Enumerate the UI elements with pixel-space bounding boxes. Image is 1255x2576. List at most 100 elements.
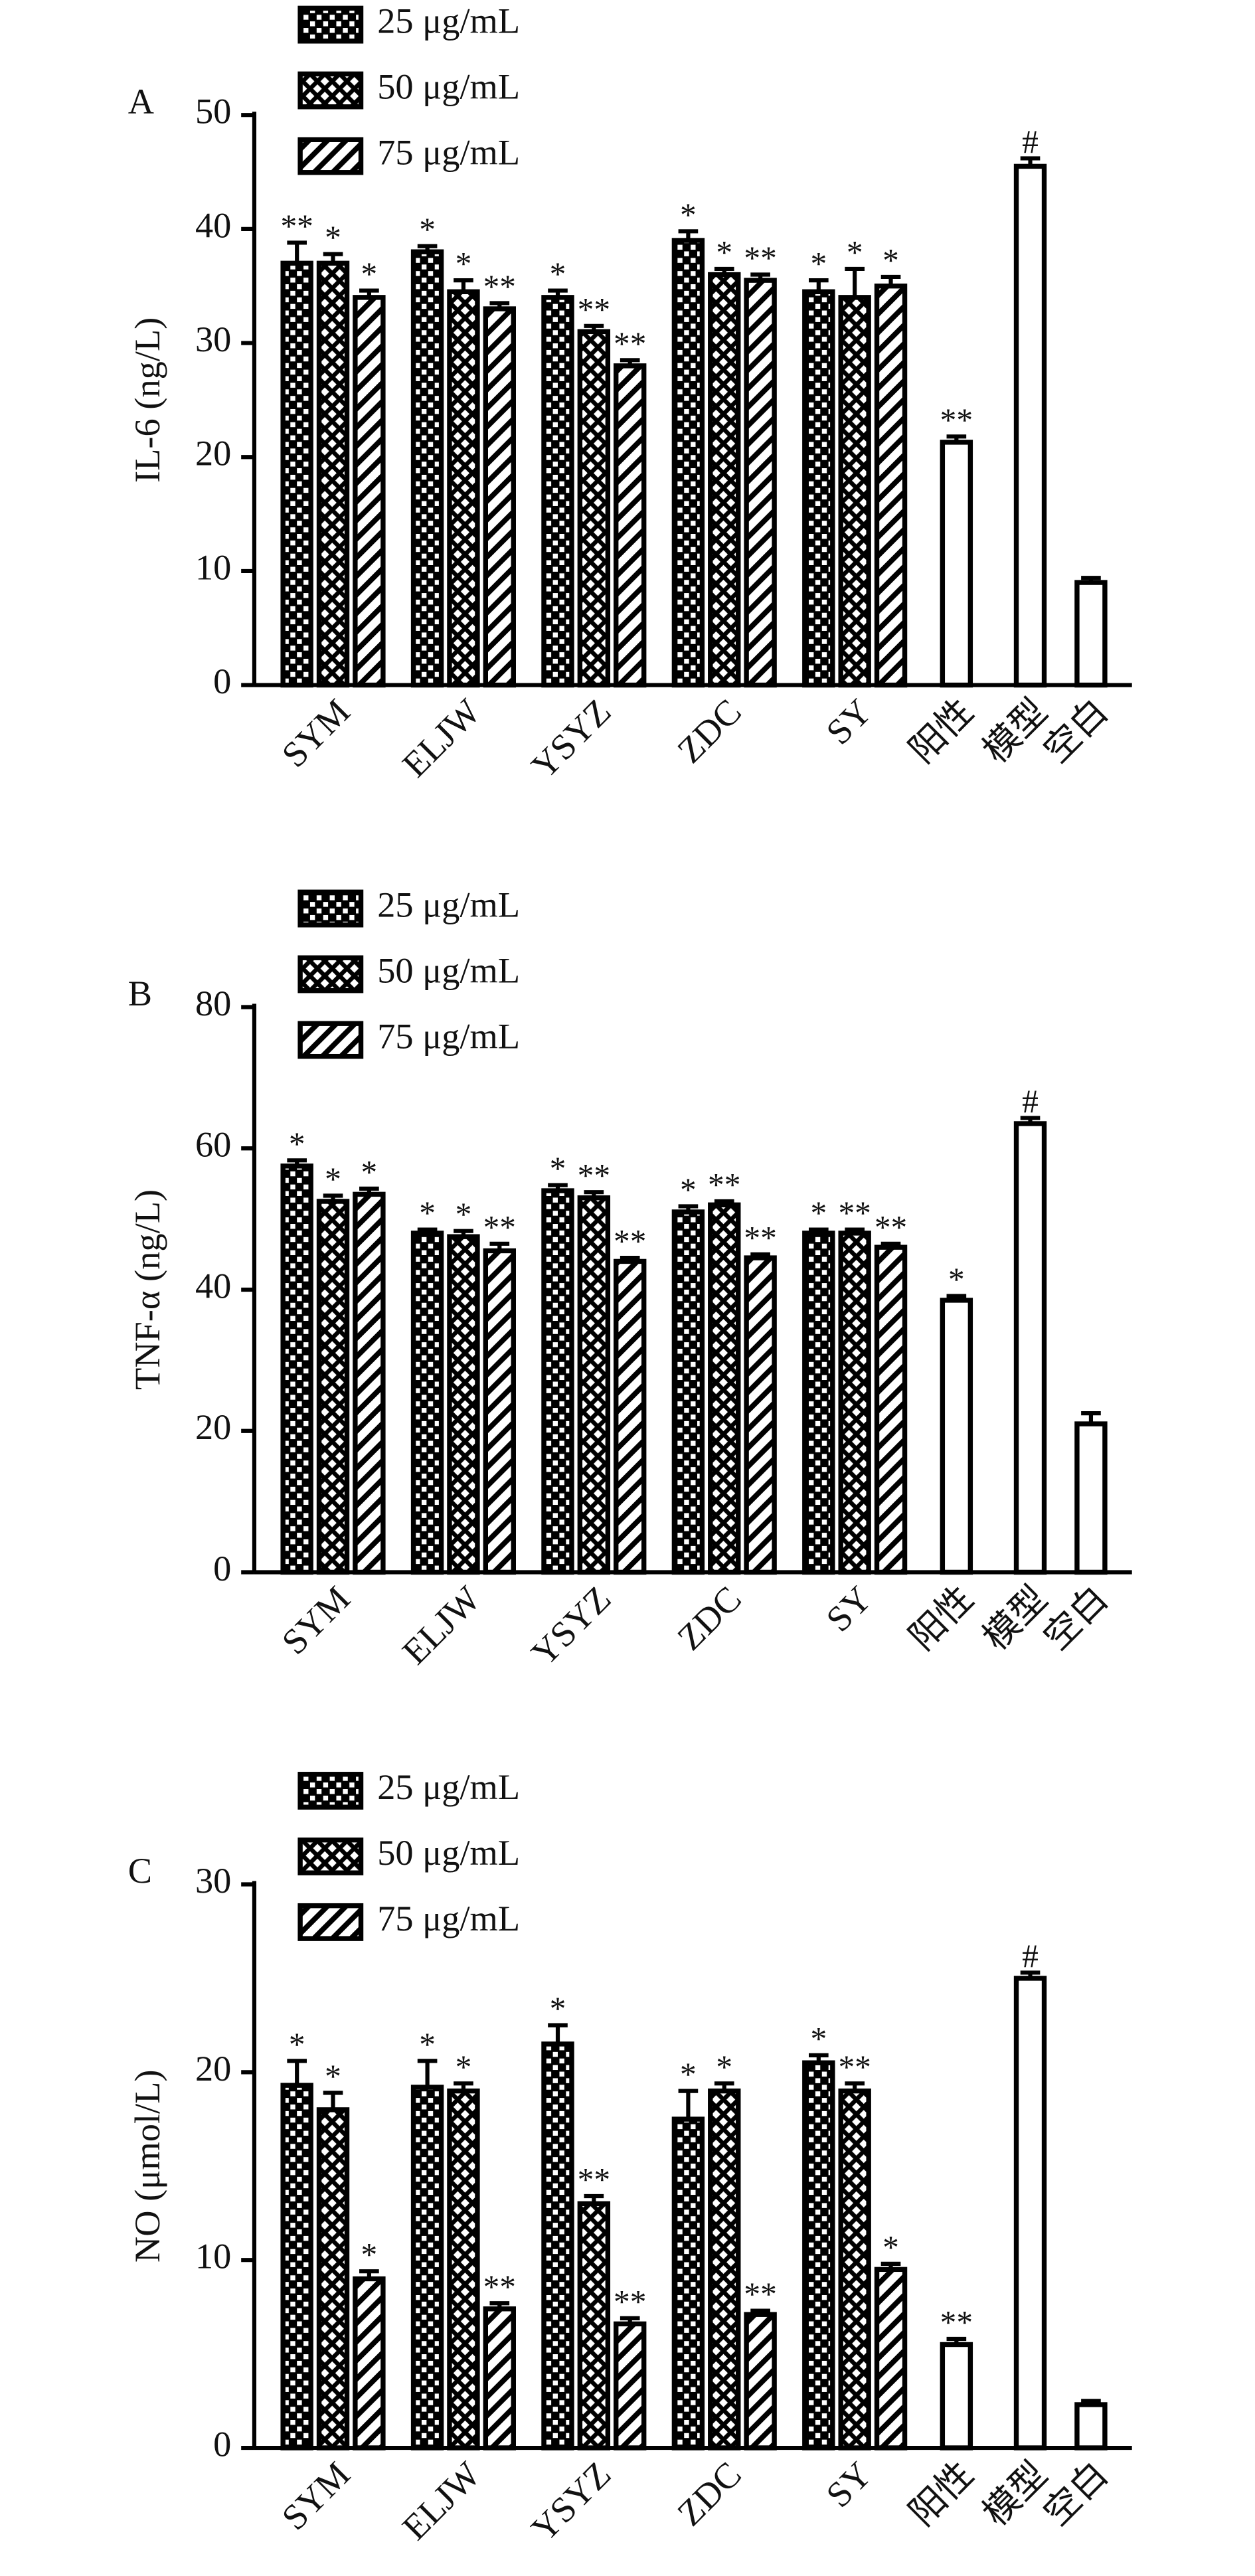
x-tick-label: 阳性 (902, 1579, 981, 1658)
error-bar (809, 278, 829, 292)
bar (353, 295, 386, 688)
bar (1074, 2402, 1108, 2450)
significance-label: ** (614, 325, 646, 362)
significance-label: ** (578, 2162, 610, 2198)
legend-label: 75 μg/mL (377, 1016, 520, 1056)
panel-label: B (128, 974, 152, 1013)
error-bar (1081, 1411, 1101, 1424)
y-tick-label: 20 (195, 434, 231, 473)
significance-label: * (456, 1196, 472, 1233)
significance-label: * (361, 2237, 378, 2273)
significance-label: ** (483, 2269, 516, 2305)
error-bar (323, 252, 343, 264)
x-tick-label: 空白 (1037, 691, 1116, 770)
legend-swatch (297, 955, 364, 993)
significance-label: * (810, 246, 827, 282)
bar (447, 1234, 480, 1575)
y-tick-label: 10 (195, 547, 231, 587)
error-bar (946, 2336, 967, 2345)
x-tick-label: SY (819, 2454, 880, 2516)
bar (874, 2267, 908, 2450)
bar (353, 1191, 386, 1575)
significance-label: ** (940, 402, 973, 438)
legend-swatch (297, 5, 364, 44)
error-bar (620, 2316, 640, 2324)
error-bar (946, 1294, 967, 1300)
legend-label: 25 μg/mL (377, 1, 520, 41)
error-bar (845, 266, 865, 298)
x-tick-label: 空白 (1037, 1579, 1116, 1658)
bar (447, 289, 480, 688)
significance-label: * (419, 1195, 436, 1231)
bar (483, 1248, 517, 1575)
significance-label: * (847, 234, 863, 270)
significance-label: * (456, 246, 472, 282)
bar (316, 260, 350, 688)
error-bar (809, 1227, 829, 1233)
error-bar (714, 1199, 734, 1205)
x-tick-label: ELJW (394, 2454, 488, 2547)
error-bar (584, 1190, 604, 1198)
error-bar (323, 2091, 343, 2110)
y-axis-label: IL-6 (ng/L) (127, 317, 167, 483)
error-bar (1020, 1116, 1041, 1124)
x-tick-label: 模型 (975, 2454, 1054, 2533)
error-bar (1081, 2399, 1101, 2405)
x-tick-label: SYM (274, 2454, 358, 2538)
error-bar (620, 1256, 640, 1262)
bar (671, 1209, 705, 1575)
y-axis-label: TNF-α (ng/L) (127, 1189, 167, 1390)
bar (410, 2085, 444, 2450)
bar (353, 2276, 386, 2450)
bar (280, 260, 313, 688)
bar (874, 283, 908, 688)
bar (483, 306, 517, 688)
panel-label: C (128, 1851, 152, 1891)
bar (671, 2116, 705, 2450)
bar (1013, 1976, 1047, 2450)
error-bar (750, 272, 770, 281)
error-bar (620, 358, 640, 366)
bar (577, 2201, 611, 2450)
bar (577, 329, 611, 688)
significance-label: ** (483, 1209, 516, 1245)
x-tick-label: YSYZ (524, 1579, 619, 1674)
x-tick-label: ZDC (670, 1579, 749, 1658)
significance-label: * (550, 1990, 566, 2027)
bar (483, 2306, 517, 2450)
bar (874, 1245, 908, 1575)
significance-label: * (550, 1150, 566, 1187)
bar (940, 1298, 973, 1575)
error-bar (454, 2081, 473, 2091)
significance-label: ** (744, 2276, 776, 2312)
bar (838, 2088, 871, 2450)
error-bar (584, 323, 604, 332)
bar (744, 278, 777, 688)
error-bar (584, 2193, 604, 2204)
bar (940, 440, 973, 688)
legend-label: 50 μg/mL (377, 1833, 520, 1873)
x-tick-label: SYM (274, 691, 358, 775)
x-tick-label: 阳性 (902, 2454, 981, 2533)
error-bar (323, 1193, 343, 1202)
error-bar (880, 274, 901, 286)
significance-label: * (550, 256, 566, 292)
significance-label: ** (614, 2283, 646, 2320)
bar (614, 363, 647, 688)
x-tick-label: ZDC (670, 2454, 749, 2533)
error-bar (750, 2308, 770, 2315)
bar (744, 2312, 777, 2450)
significance-label: * (419, 211, 436, 248)
significance-label: ** (744, 1219, 776, 1256)
x-tick-label: ELJW (394, 1579, 488, 1672)
error-bar (489, 1241, 510, 1251)
y-tick-label: 10 (195, 2237, 231, 2276)
panel-label: A (128, 82, 154, 122)
significance-label: ** (578, 291, 610, 327)
error-bar (454, 1229, 473, 1237)
bar (708, 1202, 741, 1575)
significance-label: * (810, 1195, 827, 1231)
error-bar (454, 278, 473, 292)
error-bar (417, 2059, 438, 2087)
bar (541, 1188, 574, 1575)
